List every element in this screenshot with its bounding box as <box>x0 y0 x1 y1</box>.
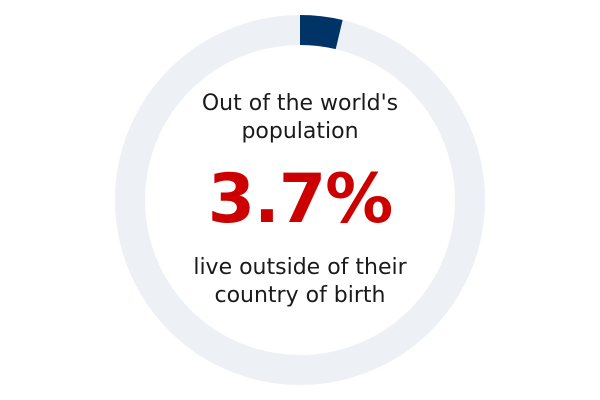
caption-line-4: country of birth <box>214 283 386 308</box>
donut-value-slice <box>299 15 343 50</box>
caption-line-1: Out of the world's <box>201 91 399 116</box>
caption-line-2: population <box>241 119 359 144</box>
percentage-value: 3.7% <box>207 160 394 239</box>
caption-line-3: live outside of their <box>193 255 407 280</box>
